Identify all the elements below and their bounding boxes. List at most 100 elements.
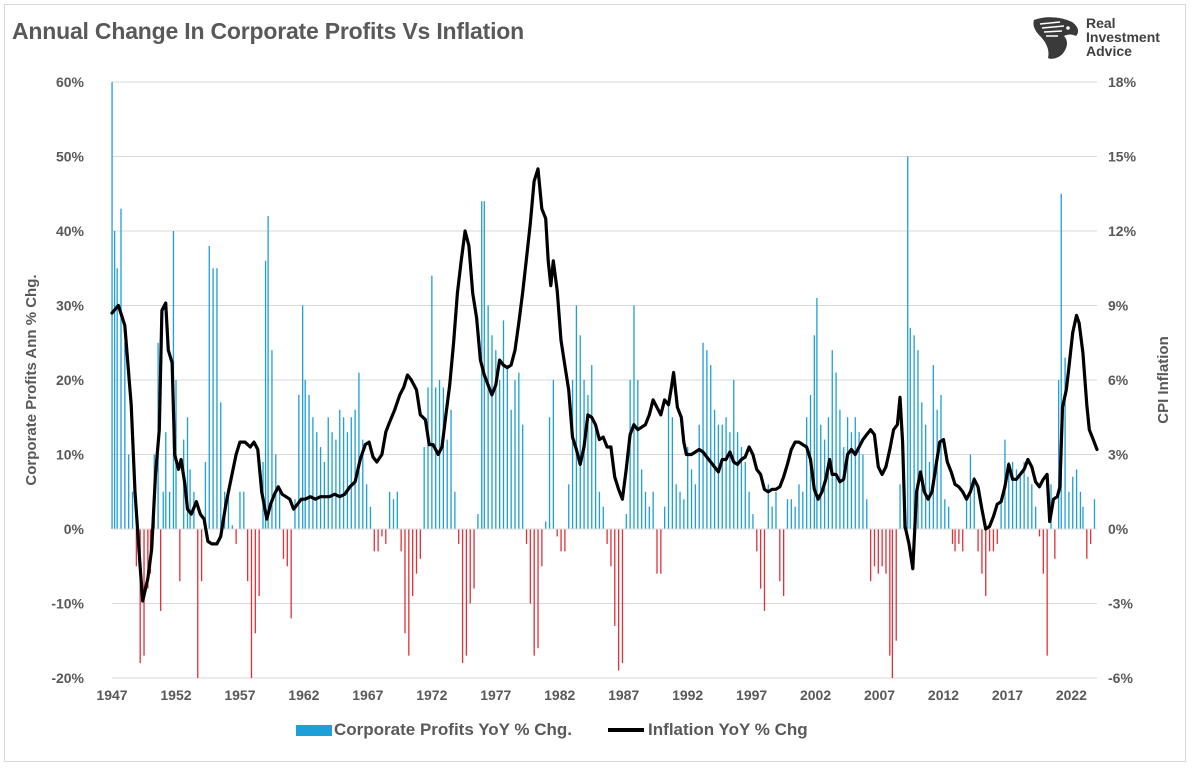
profit-bar (358, 372, 360, 529)
left-tick-label: 0% (64, 521, 85, 537)
x-tick-label: 1967 (352, 687, 383, 703)
profit-bar (790, 499, 792, 529)
profit-bar (200, 529, 203, 582)
profit-bar (679, 491, 681, 529)
profit-bar (602, 506, 604, 529)
profit-bar (113, 231, 116, 529)
profit-bar (419, 529, 421, 559)
profit-bar (235, 529, 237, 544)
profit-bar (843, 447, 845, 529)
profit-bar (909, 327, 911, 529)
profit-bar (1031, 484, 1033, 529)
profit-bar (339, 409, 341, 529)
profit-bar (690, 469, 693, 529)
profit-bar (948, 506, 950, 529)
profit-bar (327, 417, 329, 529)
profit-bar (396, 491, 398, 529)
profit-bar (454, 491, 456, 529)
profit-bar (473, 529, 475, 589)
profit-bar (1079, 491, 1082, 529)
profit-bar (377, 529, 379, 552)
x-axis-ticks: 1947 1952 1957 1962 1967 1972 1977 1982 1987 1992… (96, 687, 1087, 703)
profit-bar (442, 387, 445, 529)
profit-bar (135, 529, 138, 567)
profit-bar (1072, 476, 1074, 529)
profit-bar (1019, 476, 1021, 529)
legend-item-inflation: Inflation YoY % Chg (608, 720, 808, 740)
profit-bar (564, 529, 566, 552)
profit-bar (717, 424, 720, 529)
profit-bar (247, 529, 249, 582)
profit-bar (227, 491, 230, 529)
eagle-head-icon (1033, 17, 1079, 59)
profit-bar (667, 402, 670, 529)
x-tick-label: 1992 (672, 687, 703, 703)
profit-bar (204, 461, 207, 529)
profit-bar (541, 529, 543, 567)
left-tick-label: 60% (56, 74, 85, 90)
profit-bar (267, 216, 269, 529)
profit-bar (996, 529, 998, 544)
x-tick-label: 1977 (480, 687, 511, 703)
profit-bar (958, 529, 960, 544)
profit-bar (637, 380, 639, 529)
profit-bar (816, 298, 818, 529)
profit-bar (373, 529, 375, 552)
profit-bar (446, 439, 448, 529)
profit-bar (499, 380, 501, 529)
profit-bar (461, 529, 464, 664)
profit-bar (866, 499, 868, 529)
left-axis-ticks: -20% -10% 0% 10% 20% 30% 40% 50% 60% (51, 74, 84, 686)
profit-bar (212, 268, 214, 529)
profit-bar (506, 365, 508, 529)
profit-bar (873, 529, 876, 567)
profit-bar (771, 506, 773, 529)
profit-bar (254, 529, 256, 634)
profit-bar (664, 506, 666, 529)
profit-bar (806, 417, 808, 529)
x-tick-label: 2012 (928, 687, 959, 703)
profit-bar (656, 529, 658, 574)
profit-bar (510, 409, 512, 529)
profit-bar (298, 394, 300, 529)
profit-bar (936, 409, 938, 529)
profit-bar (404, 529, 406, 634)
profit-bar (1015, 469, 1018, 529)
profit-bar (583, 380, 585, 529)
right-tick-label: 9% (1108, 298, 1129, 314)
profit-bar (889, 529, 891, 656)
profit-bar (899, 484, 901, 529)
x-tick-label: 1997 (736, 687, 767, 703)
profit-bar (786, 499, 789, 529)
profit-bar (752, 514, 754, 529)
profit-bar (917, 350, 919, 529)
left-tick-label: 40% (56, 223, 85, 239)
profit-bar (165, 432, 167, 529)
profit-bar (186, 417, 189, 529)
profit-bar (951, 529, 954, 544)
profit-bar (258, 529, 260, 597)
left-tick-label: -10% (51, 596, 84, 612)
profit-bar (706, 350, 708, 529)
profit-bar (591, 365, 593, 529)
profit-bar (427, 387, 429, 529)
profit-bar (1023, 461, 1025, 529)
profit-bar (1054, 529, 1056, 559)
profit-bar (839, 409, 841, 529)
profit-bar (415, 529, 418, 574)
profit-bar (1000, 499, 1002, 529)
profit-bar (350, 417, 352, 529)
profit-bar (858, 432, 860, 529)
profit-bar (568, 484, 570, 529)
profit-bar (813, 335, 815, 529)
profit-bar (1090, 529, 1092, 544)
x-tick-label: 1947 (96, 687, 127, 703)
profit-bar (1075, 469, 1078, 529)
profit-bar (702, 342, 704, 529)
profit-bar (423, 447, 425, 529)
x-tick-label: 1962 (288, 687, 319, 703)
profit-bar (308, 394, 310, 529)
profit-bar (877, 529, 879, 574)
profit-bar (483, 201, 485, 529)
